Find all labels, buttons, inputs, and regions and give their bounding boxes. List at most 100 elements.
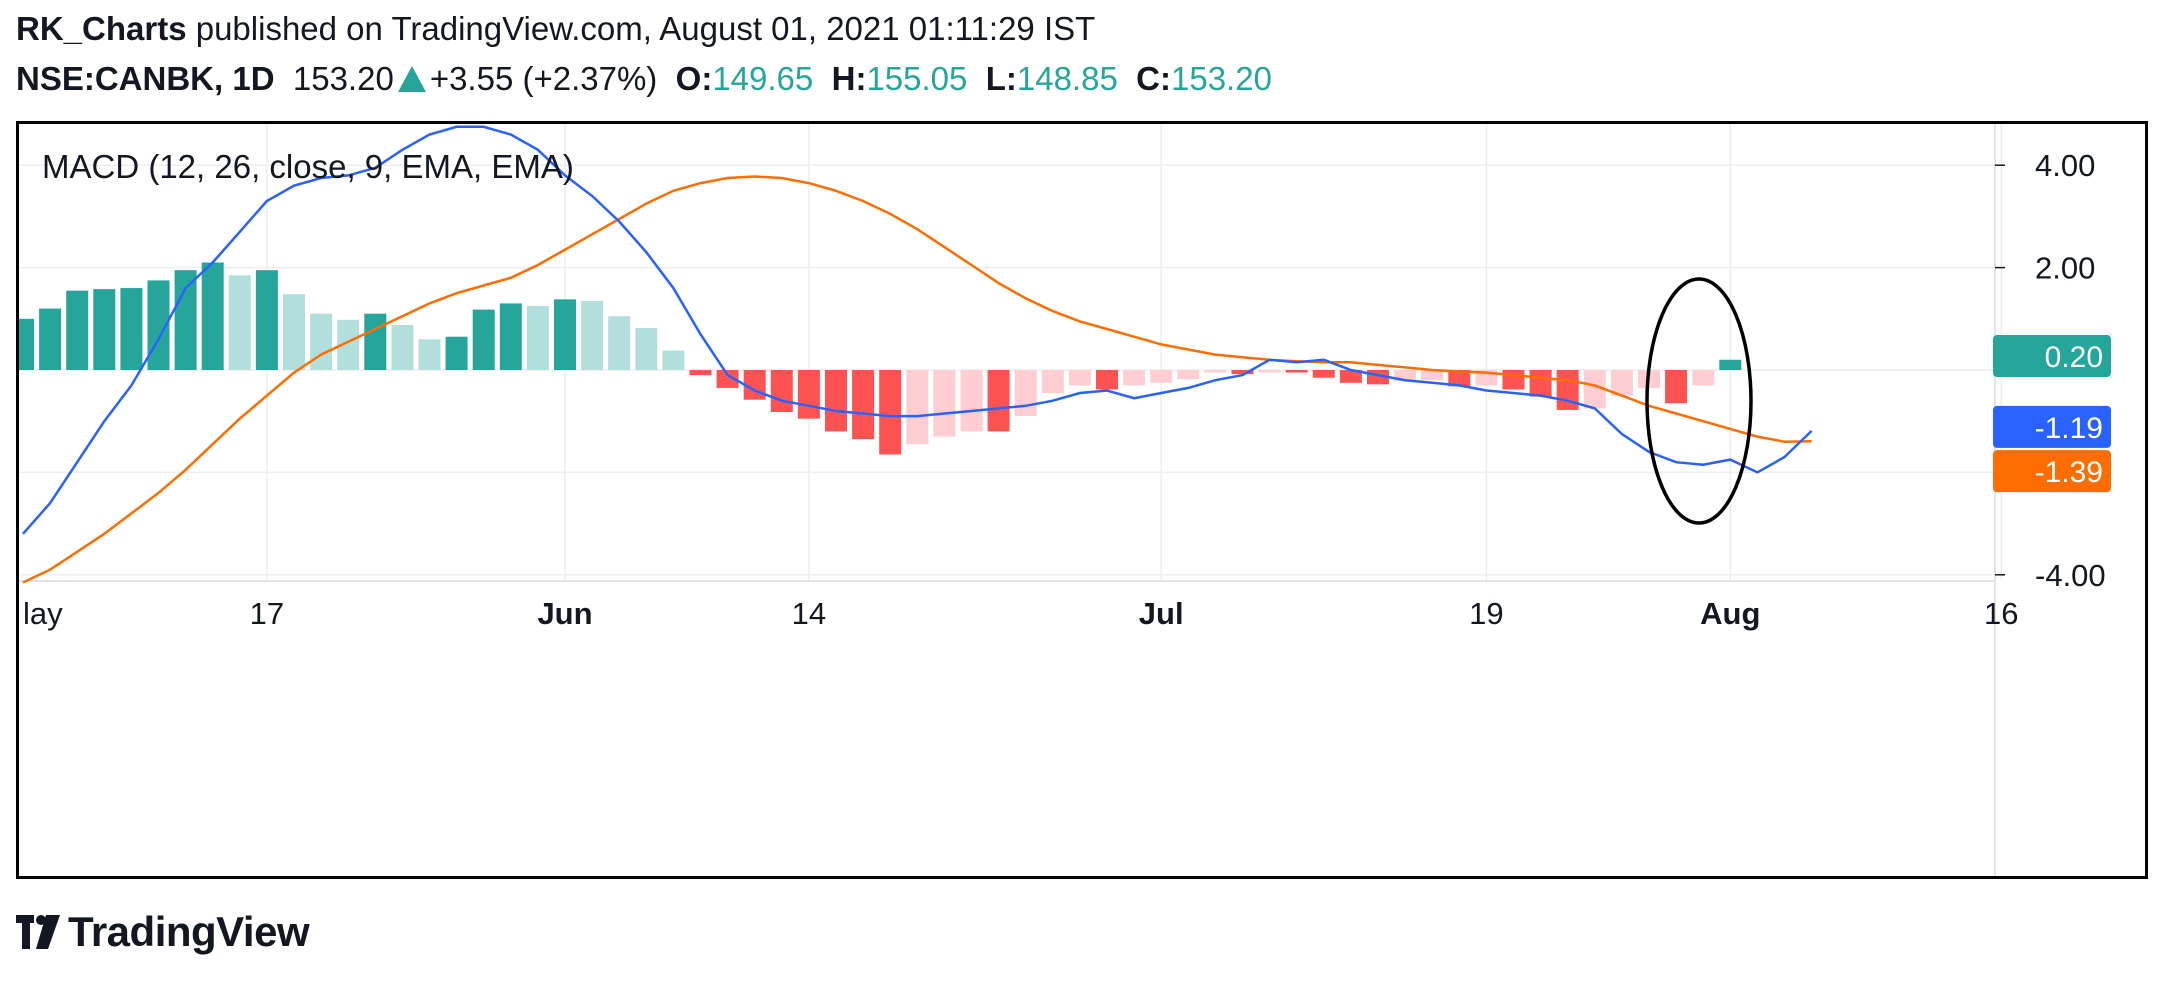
histogram-bar: [933, 370, 956, 437]
histogram-bar: [716, 370, 739, 388]
low-label: L:: [985, 60, 1017, 97]
price-value: 153.20: [292, 60, 394, 97]
symbol-label: NSE:CANBK, 1D: [16, 60, 275, 97]
histogram-bar: [499, 303, 522, 370]
close-label: C:: [1136, 60, 1171, 97]
macd-value-badge: [1993, 405, 2111, 448]
histogram-bar: [1529, 370, 1552, 397]
histogram-bar: [770, 370, 793, 412]
x-tick-label: Jul: [1139, 596, 1184, 631]
histogram-bar: [283, 294, 305, 370]
y-tick-label: 2.00: [2035, 251, 2095, 286]
histogram-bar: [987, 370, 1010, 432]
histogram-bar: [255, 270, 278, 370]
histogram-bar: [472, 309, 495, 370]
histogram-bar: [1068, 370, 1091, 386]
histogram-bar: [581, 300, 604, 370]
histogram-bar: [662, 350, 685, 370]
close-value: 153.20: [1170, 60, 1272, 97]
histogram-bar: [689, 370, 712, 376]
histogram-bar: [1421, 370, 1444, 381]
histogram-value-label: 0.20: [2045, 341, 2103, 374]
histogram-bar: [310, 313, 333, 370]
histogram-bar: [337, 319, 360, 370]
histogram-bar: [1610, 370, 1633, 396]
x-tick-label: 14: [792, 596, 826, 631]
x-tick-label: Aug: [1700, 596, 1760, 631]
histogram-bar: [879, 370, 902, 455]
histogram-bar: [120, 288, 143, 370]
macd-value-label: -1.19: [2035, 412, 2103, 445]
histogram-bar: [418, 339, 441, 370]
x-tick-label: Jun: [537, 596, 592, 631]
histogram-bar: [1719, 359, 1742, 370]
histogram-bar: [635, 328, 658, 370]
y-tick-label: -4.00: [2035, 558, 2106, 593]
histogram-bar: [1285, 370, 1308, 373]
signal-line: [22, 175, 1812, 584]
x-tick-label: 17: [250, 596, 284, 631]
histogram-bar: [1123, 370, 1146, 386]
x-tick-label: lay: [23, 596, 63, 631]
histogram-bar: [1339, 370, 1362, 383]
histogram-bar: [39, 308, 62, 370]
histogram-bar: [1448, 370, 1471, 387]
histogram-bar: [445, 336, 468, 370]
x-tick-label: 19: [1469, 596, 1503, 631]
price-change: +3.55 (+2.37%): [429, 60, 658, 97]
symbol-info: NSE:CANBK, 1D 153.20 +3.55 (+2.37%) O:149…: [16, 60, 1272, 98]
histogram-bar: [1177, 370, 1200, 380]
histogram-bar: [1502, 370, 1525, 390]
macd-line: [22, 125, 1813, 535]
open-label: O:: [675, 60, 713, 97]
x-tick-label: 16: [1984, 596, 2018, 631]
histogram-bar: [228, 275, 251, 370]
histogram-bar: [960, 370, 983, 432]
published-text: published on TradingView.com, August 01,…: [195, 10, 1096, 47]
macd-chart[interactable]: 4.00 2.00 -4.00 lay 17 Jun 14 Jul 19 Aug 16 0.20 -1.…: [19, 124, 2145, 876]
histogram-bar: [1150, 370, 1173, 383]
histogram-bar: [1692, 370, 1715, 386]
histogram-bar: [1312, 370, 1335, 378]
histogram-value-badge: [1993, 335, 2111, 377]
indicator-title[interactable]: MACD (12, 26, close, 9, EMA, EMA): [42, 148, 574, 185]
histogram-bar: [391, 324, 414, 370]
up-arrow-icon: [397, 66, 426, 92]
signal-value-badge: [1993, 450, 2111, 493]
histogram-bar: [526, 306, 549, 370]
histogram-bar: [554, 299, 576, 370]
tradingview-logo-icon: [16, 915, 60, 949]
histogram-bar: [1394, 370, 1417, 382]
high-label: H:: [831, 60, 867, 97]
chart-panel[interactable]: 4.00 2.00 -4.00 lay 17 Jun 14 Jul 19 Aug 16 0.20 -1.…: [16, 121, 2148, 879]
histogram-bar: [364, 313, 387, 370]
histogram-bar: [825, 370, 847, 432]
tradingview-logo[interactable]: TradingView: [16, 908, 310, 956]
histogram-bar: [1583, 370, 1606, 409]
histogram-bar: [797, 370, 820, 419]
histogram-bar: [174, 270, 197, 370]
histogram-bar: [1041, 370, 1064, 394]
histogram-bar: [852, 370, 875, 440]
publish-info: RK_Charts published on TradingView.com, …: [16, 10, 1095, 48]
histogram-bar: [1231, 370, 1254, 375]
histogram-bar: [1014, 370, 1037, 417]
histogram-bar: [1258, 370, 1281, 373]
histogram-bar: [93, 289, 116, 370]
histogram-bar: [608, 316, 631, 370]
histogram-bar: [19, 318, 34, 370]
open-value: 149.65: [712, 60, 814, 97]
brand-text: TradingView: [68, 908, 310, 955]
annotation-ellipse: [1645, 277, 1753, 525]
histogram-bar: [1096, 370, 1118, 390]
histogram-bar: [1665, 370, 1688, 404]
high-value: 155.05: [866, 60, 968, 97]
histogram-bar: [906, 370, 929, 445]
histogram-bar: [1204, 370, 1227, 373]
histogram-bar: [201, 262, 224, 370]
y-tick-label: 4.00: [2035, 148, 2095, 183]
signal-value-label: -1.39: [2035, 456, 2103, 489]
histogram-bar: [66, 290, 89, 370]
author-name[interactable]: RK_Charts: [16, 10, 187, 47]
low-value: 148.85: [1016, 60, 1118, 97]
